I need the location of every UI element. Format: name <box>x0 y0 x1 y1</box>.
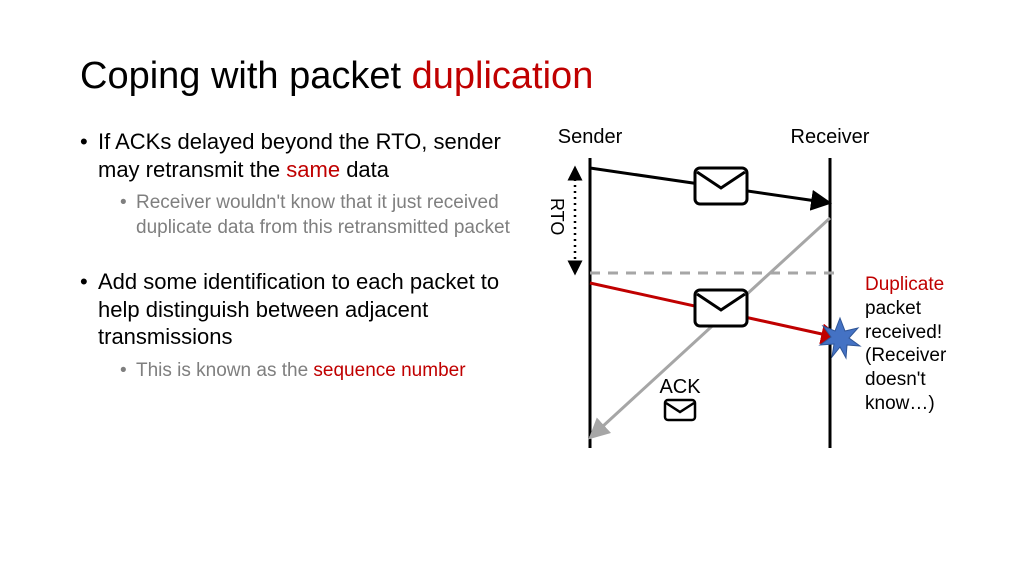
envelope-1-icon <box>695 168 747 204</box>
bullet-1-sub: Receiver wouldn't know that it just rece… <box>120 191 510 240</box>
envelope-2-icon <box>695 290 747 326</box>
bullet-2-sub-highlight: sequence number <box>313 360 465 381</box>
bullet-1-highlight: same <box>286 157 340 182</box>
annotation-l5: doesn't <box>865 369 926 390</box>
ack-envelope-icon <box>665 400 695 420</box>
duplicate-annotation: Duplicate packet received! (Receiver doe… <box>865 273 975 416</box>
annotation-l3: received! <box>865 322 942 343</box>
bullet-2-sub-prefix: This is known as the <box>136 360 313 381</box>
receiver-label: Receiver <box>791 126 870 148</box>
title-prefix: Coping with packet <box>80 55 412 97</box>
slide-title: Coping with packet duplication <box>80 55 984 98</box>
ack-label: ACK <box>659 376 701 398</box>
burst-icon <box>820 318 860 358</box>
annotation-l6: know…) <box>865 393 935 414</box>
annotation-highlight: Duplicate <box>865 274 944 295</box>
bullet-2: Add some identification to each packet t… <box>80 268 510 351</box>
title-highlight: duplication <box>412 55 594 97</box>
diagram-column: Sender Receiver <box>530 128 984 412</box>
sender-label: Sender <box>558 126 623 148</box>
annotation-l2: packet <box>865 298 921 319</box>
rto-label: RTO <box>546 198 567 235</box>
bullet-1: If ACKs delayed beyond the RTO, sender m… <box>80 128 510 183</box>
annotation-l4: (Receiver <box>865 345 946 366</box>
bullet-2-sub: This is known as the sequence number <box>120 359 510 384</box>
bullet-1-suffix: data <box>340 157 389 182</box>
bullet-column: If ACKs delayed beyond the RTO, sender m… <box>80 128 510 412</box>
